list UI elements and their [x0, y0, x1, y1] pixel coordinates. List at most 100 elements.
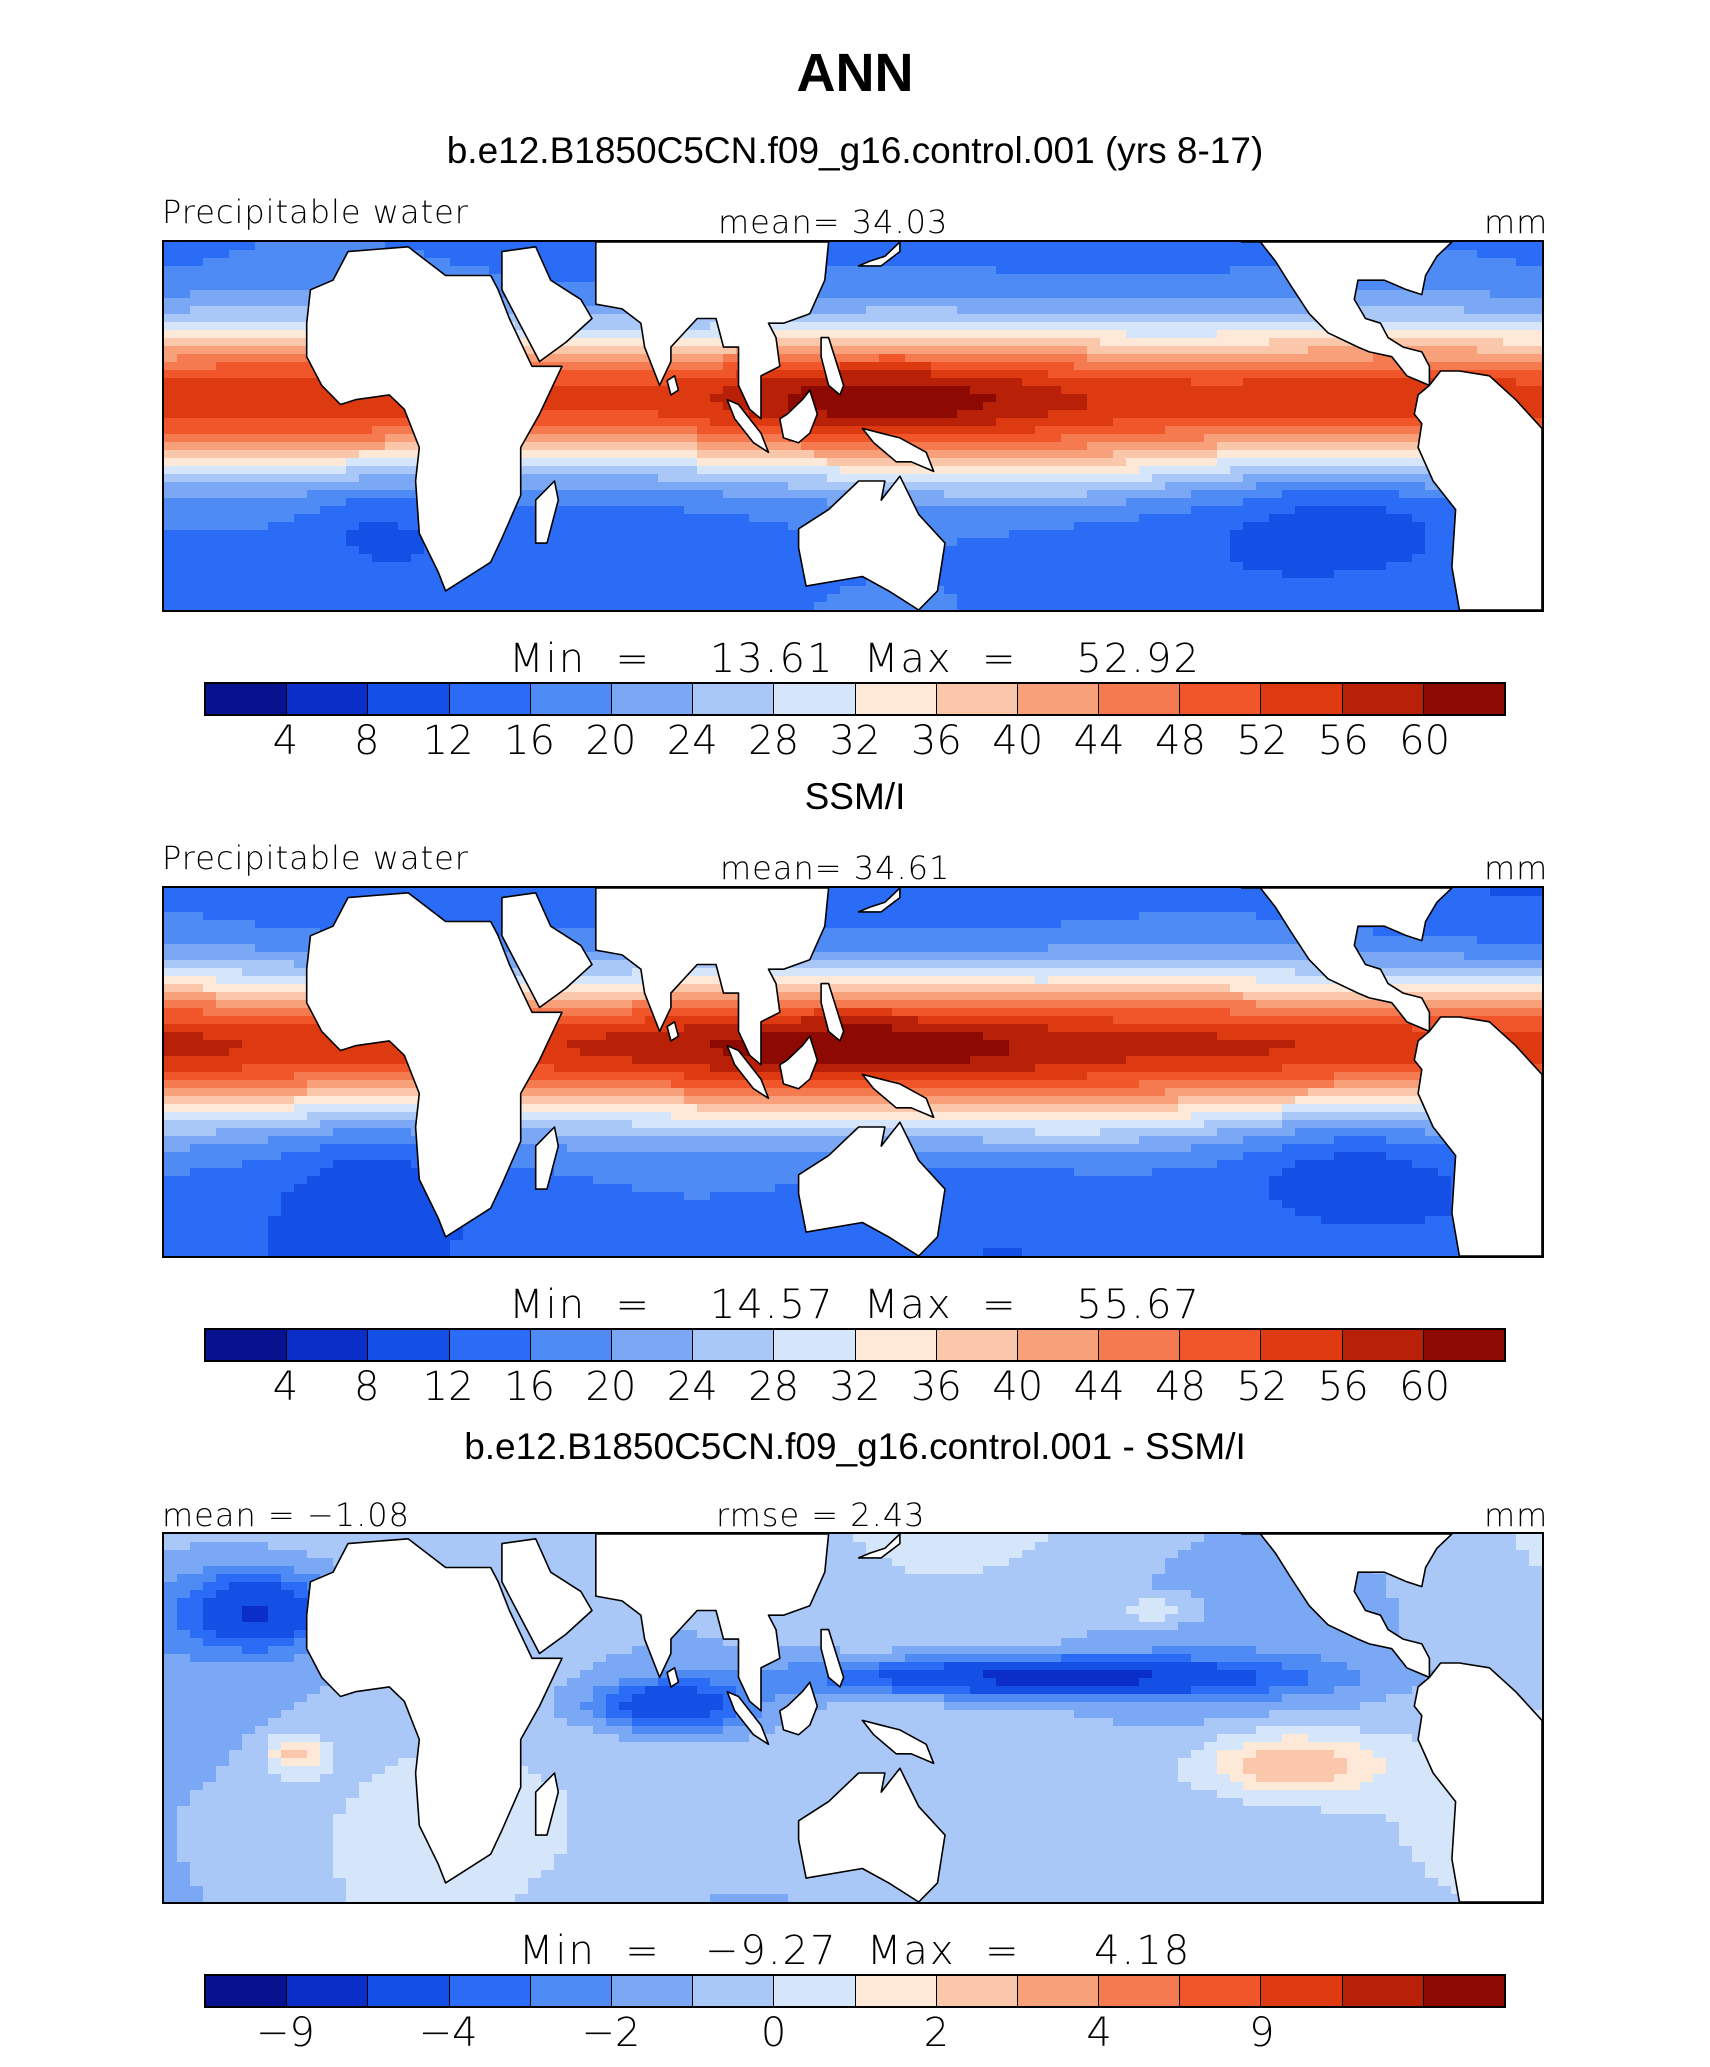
field-cell — [307, 1176, 437, 1185]
field-cell — [1087, 354, 1373, 363]
field-cell — [177, 354, 411, 363]
colorbar-tick-label: 12 — [422, 718, 474, 764]
land-madagascar — [534, 480, 560, 544]
field-cell — [1269, 1710, 1516, 1719]
field-cell — [203, 1886, 346, 1895]
field-cell — [1282, 1064, 1542, 1073]
field-cell — [424, 546, 892, 555]
field-cell — [814, 450, 1113, 459]
field-cell — [307, 1750, 320, 1759]
field-cell — [164, 1200, 281, 1209]
field-cell — [476, 1136, 983, 1145]
field-cell — [164, 1112, 307, 1121]
field-cell — [1048, 1534, 1204, 1543]
field-cell — [1256, 1670, 1308, 1679]
land-namerica — [1240, 1534, 1453, 1679]
colorbar-cell — [449, 1330, 531, 1360]
field-cell — [1139, 1136, 1243, 1145]
field-cell — [684, 1072, 1087, 1081]
field-cell — [1165, 1614, 1204, 1623]
field-cell — [164, 1064, 242, 1073]
field-cell — [1360, 960, 1542, 969]
field-cell — [1048, 1024, 1412, 1033]
field-cell — [1178, 1766, 1217, 1775]
field-cell — [801, 442, 1087, 451]
field-cell — [931, 370, 1048, 379]
field-cell — [255, 242, 385, 251]
field-cell — [541, 1870, 1425, 1879]
colorbar-tick-label: 36 — [910, 1364, 962, 1410]
field-cell — [1334, 306, 1464, 315]
field-cell — [1139, 514, 1269, 523]
field-cell — [1178, 1104, 1282, 1113]
field-cell — [164, 1846, 177, 1855]
field-cell — [359, 450, 697, 459]
panel-1-min-max: Min = 13.61 Max = 52.92 — [509, 636, 1201, 682]
field-cell — [1191, 1686, 1269, 1695]
field-cell — [229, 1750, 268, 1759]
field-cell — [788, 482, 1165, 491]
field-cell — [346, 538, 424, 547]
field-cell — [320, 1758, 333, 1767]
field-cell — [164, 1694, 307, 1703]
field-cell — [164, 1168, 190, 1177]
field-cell — [164, 538, 346, 547]
field-cell — [268, 1766, 333, 1775]
field-cell — [749, 1718, 788, 1727]
colorbar-cell — [368, 1330, 450, 1360]
field-cell — [736, 370, 840, 379]
field-cell — [905, 1654, 1061, 1663]
field-cell — [1074, 362, 1542, 371]
field-cell — [671, 378, 762, 387]
field-cell — [359, 546, 424, 555]
colorbar-tick-label: −9 — [255, 2010, 315, 2056]
land-srilanka — [666, 1021, 680, 1042]
colorbar-tick-label: 52 — [1236, 1364, 1288, 1410]
field-cell — [879, 1662, 944, 1671]
field-cell — [892, 1678, 996, 1687]
field-cell — [866, 306, 957, 315]
field-cell — [164, 1750, 229, 1759]
field-cell — [164, 1574, 177, 1583]
field-cell — [684, 1096, 1178, 1105]
land-philippines — [820, 1628, 845, 1688]
field-cell — [632, 1000, 1256, 1009]
field-cell — [840, 370, 931, 379]
field-cell — [463, 410, 658, 419]
field-cell — [840, 1646, 892, 1655]
field-cell — [645, 992, 1243, 1001]
field-cell — [1399, 1606, 1542, 1615]
field-cell — [632, 968, 1295, 977]
field-cell — [892, 1558, 1009, 1567]
field-cell — [164, 562, 1243, 571]
field-cell — [294, 1072, 502, 1081]
field-cell — [281, 1582, 307, 1591]
field-cell — [1282, 1168, 1438, 1177]
field-cell — [177, 1806, 346, 1815]
field-cell — [1217, 1734, 1282, 1743]
field-cell — [567, 1846, 1412, 1855]
field-cell — [164, 1144, 190, 1153]
field-cell — [645, 1016, 801, 1025]
colorbar-tick-label: 8 — [354, 1364, 380, 1410]
field-cell — [593, 1686, 619, 1695]
field-cell — [1061, 920, 1321, 929]
field-cell — [788, 522, 1074, 531]
field-cell — [281, 1750, 307, 1759]
field-cell — [216, 1590, 294, 1599]
field-cell — [710, 298, 1542, 307]
field-cell — [1191, 1112, 1282, 1121]
field-cell — [671, 976, 1035, 985]
field-cell — [1256, 1678, 1308, 1687]
field-cell — [814, 1008, 892, 1017]
field-cell — [827, 594, 957, 603]
colorbar-cell — [855, 1976, 937, 2006]
field-cell — [1308, 290, 1490, 299]
field-cell — [164, 1000, 216, 1009]
field-cell — [944, 490, 1087, 499]
field-cell — [983, 402, 1087, 411]
field-cell — [1204, 1606, 1399, 1615]
field-cell — [1165, 1088, 1308, 1097]
colorbar-cell — [611, 684, 694, 714]
panel-2-map — [162, 886, 1544, 1258]
